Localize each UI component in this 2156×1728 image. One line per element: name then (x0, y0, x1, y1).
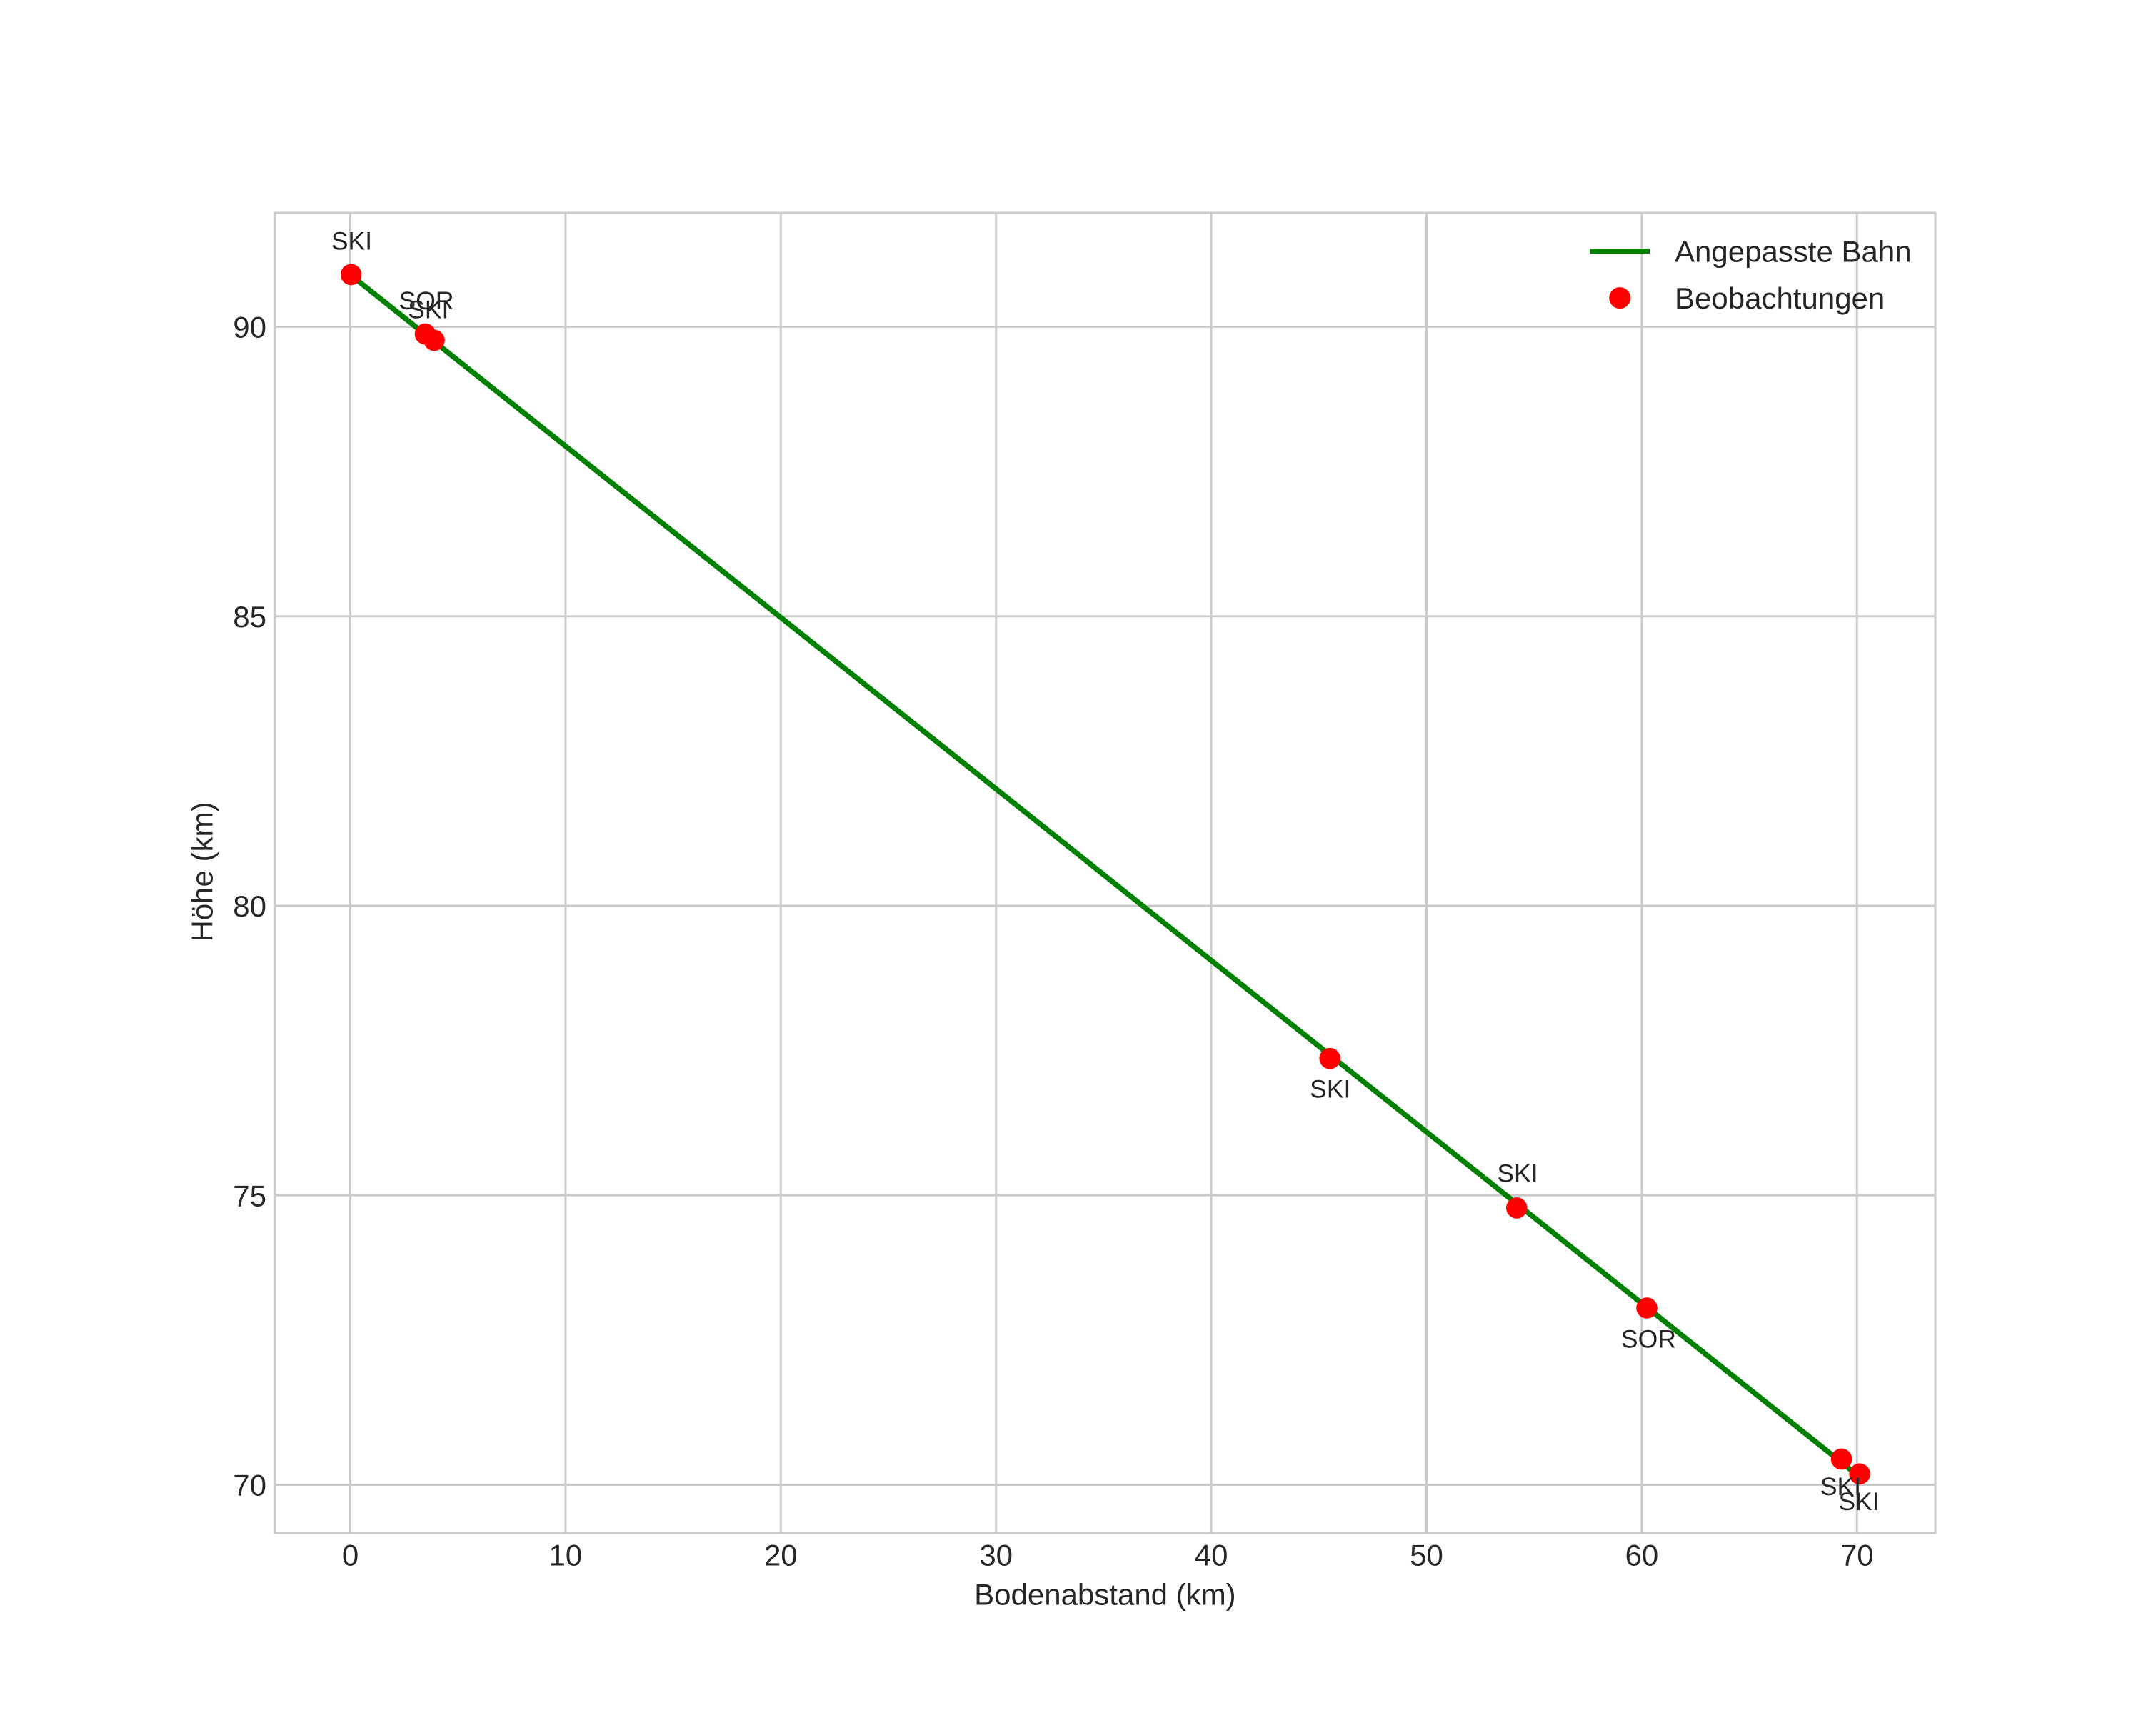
svg-text:0: 0 (342, 1539, 359, 1572)
svg-text:SKI: SKI (408, 296, 448, 324)
svg-text:SKI: SKI (331, 227, 372, 256)
svg-text:20: 20 (764, 1539, 798, 1572)
svg-text:30: 30 (979, 1539, 1013, 1572)
svg-text:70: 70 (233, 1469, 266, 1502)
svg-text:SKI: SKI (1820, 1472, 1861, 1501)
svg-text:90: 90 (233, 311, 266, 344)
svg-text:SKI: SKI (1838, 1487, 1879, 1516)
svg-text:80: 80 (233, 889, 266, 923)
svg-text:85: 85 (233, 600, 266, 634)
svg-text:70: 70 (1840, 1539, 1874, 1572)
svg-text:Angepasste Bahn: Angepasste Bahn (1675, 235, 1912, 269)
svg-text:50: 50 (1410, 1539, 1443, 1572)
svg-text:40: 40 (1195, 1539, 1228, 1572)
svg-text:SKI: SKI (1310, 1075, 1350, 1104)
svg-text:SKI: SKI (1497, 1159, 1538, 1188)
svg-text:Höhe (km): Höhe (km) (186, 801, 219, 942)
svg-text:SOR: SOR (399, 286, 454, 315)
svg-text:60: 60 (1625, 1539, 1659, 1572)
svg-text:SOR: SOR (1621, 1325, 1676, 1354)
svg-text:10: 10 (549, 1539, 583, 1572)
svg-text:Bodenabstand (km): Bodenabstand (km) (974, 1578, 1236, 1612)
svg-text:Beobachtungen: Beobachtungen (1675, 281, 1885, 315)
svg-text:75: 75 (233, 1179, 266, 1212)
